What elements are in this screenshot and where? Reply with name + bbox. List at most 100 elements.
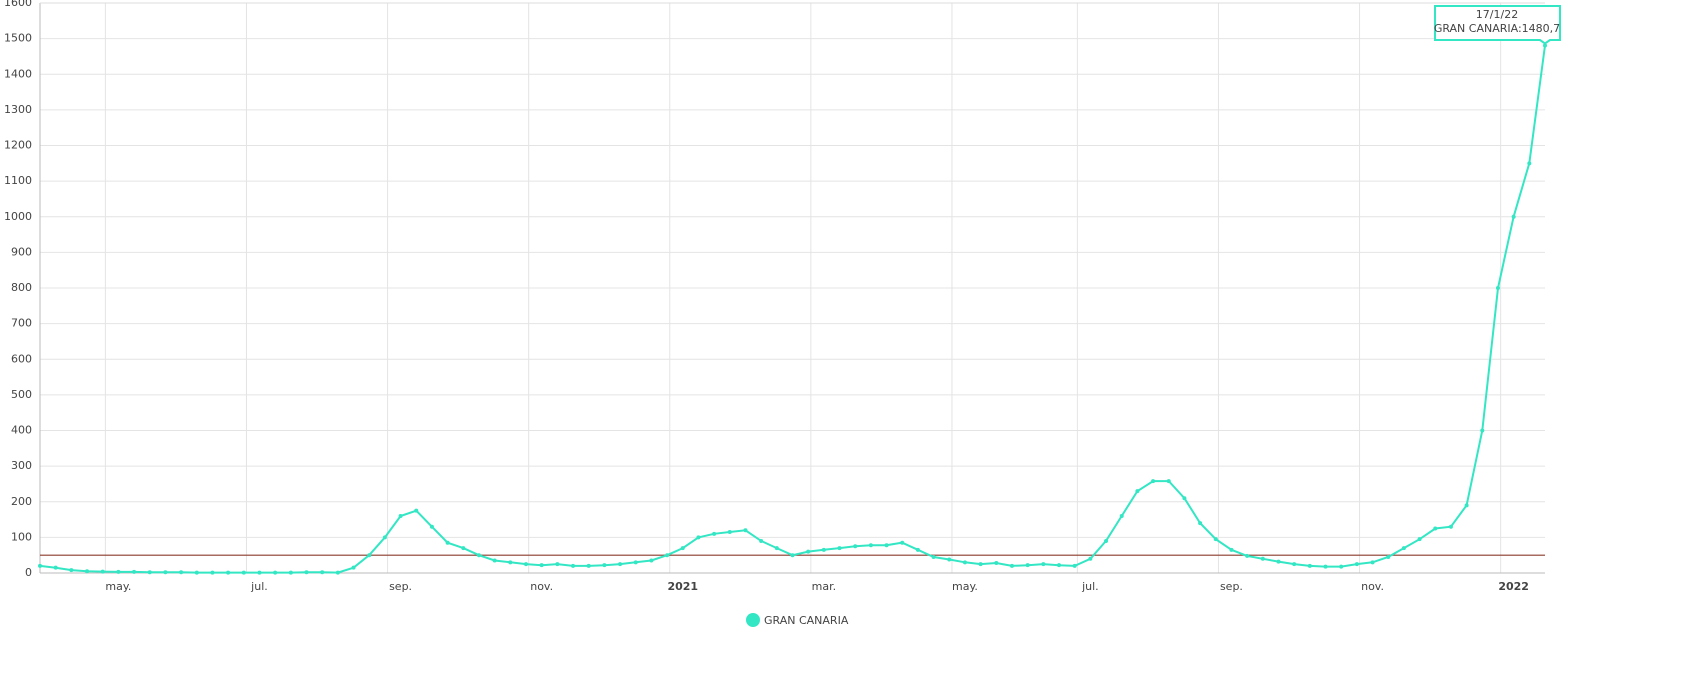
data-point [680, 546, 685, 551]
data-point [853, 544, 858, 549]
data-point [1464, 503, 1469, 508]
data-point [1260, 556, 1265, 561]
data-point [304, 570, 309, 575]
data-point [1401, 546, 1406, 551]
data-point [962, 560, 967, 565]
data-point [194, 570, 199, 575]
data-point [1527, 161, 1532, 166]
x-tick-label: jul. [250, 580, 268, 593]
data-point [1480, 428, 1485, 433]
data-point [837, 546, 842, 551]
tooltip-title: 17/1/22 [1476, 8, 1518, 21]
data-point [1166, 479, 1171, 484]
data-point [1229, 547, 1234, 552]
data-point [1417, 537, 1422, 542]
data-point [1151, 479, 1156, 484]
data-point [649, 558, 654, 563]
data-point [257, 570, 262, 575]
data-point [806, 549, 811, 554]
data-point [1088, 556, 1093, 561]
data-point [1292, 562, 1297, 567]
data-point [931, 554, 936, 559]
data-point [1198, 521, 1203, 526]
data-point [429, 524, 434, 529]
y-tick-label: 1100 [4, 174, 32, 187]
data-point [398, 514, 403, 518]
data-point [210, 570, 215, 575]
data-point [602, 563, 607, 568]
x-tick-label: mar. [812, 580, 836, 593]
data-point [132, 569, 137, 574]
data-point [1135, 489, 1140, 494]
y-tick-label: 1200 [4, 139, 32, 152]
data-point [163, 570, 168, 575]
data-point [1433, 526, 1438, 531]
data-point [994, 561, 999, 566]
data-point [351, 565, 356, 570]
data-point [1307, 563, 1312, 568]
data-point [1370, 560, 1375, 565]
data-point [1339, 564, 1344, 569]
y-tick-label: 600 [11, 352, 32, 365]
legend-marker [746, 613, 760, 627]
y-tick-label: 1300 [4, 103, 32, 116]
data-point [69, 568, 74, 573]
data-point [712, 531, 717, 536]
y-tick-label: 700 [11, 317, 32, 330]
data-point [523, 562, 528, 567]
data-point [1323, 564, 1328, 569]
data-point [320, 570, 325, 575]
data-point [978, 562, 983, 567]
y-tick-label: 300 [11, 459, 32, 472]
data-point [367, 553, 372, 558]
data-point [273, 570, 278, 575]
data-point [1119, 514, 1124, 518]
y-tick-label: 0 [25, 566, 32, 579]
data-point [288, 570, 293, 575]
data-point [665, 553, 670, 558]
x-tick-label: nov. [1361, 580, 1384, 593]
data-point [1354, 562, 1359, 567]
data-point [1511, 214, 1516, 219]
data-point [100, 569, 105, 574]
data-point [821, 547, 826, 552]
x-tick-label: may. [952, 580, 978, 593]
data-point [633, 560, 638, 565]
x-tick-label: sep. [1220, 580, 1243, 593]
data-point [116, 569, 121, 574]
legend-label: GRAN CANARIA [764, 614, 849, 627]
data-point [947, 557, 952, 562]
y-tick-label: 900 [11, 245, 32, 258]
y-tick-label: 200 [11, 495, 32, 508]
data-point [884, 543, 889, 548]
data-point [618, 562, 623, 567]
x-tick-label: may. [105, 580, 131, 593]
x-tick-label: sep. [389, 580, 412, 593]
data-point [727, 530, 732, 535]
data-point [226, 570, 231, 575]
series-line [39, 45, 1546, 574]
data-point [743, 528, 748, 533]
data-point [868, 543, 873, 548]
data-point [555, 562, 560, 567]
y-tick-label: 1600 [4, 0, 32, 9]
y-tick-label: 800 [11, 281, 32, 294]
data-point [759, 538, 764, 543]
data-point [586, 563, 591, 568]
x-tick-label: 2022 [1498, 580, 1529, 593]
data-point [571, 563, 576, 568]
data-point [461, 546, 466, 551]
data-point [1386, 554, 1391, 559]
tooltip-box [1434, 5, 1561, 45]
data-point [445, 540, 450, 545]
data-point [1495, 286, 1500, 290]
data-point [1543, 43, 1547, 48]
data-point [382, 535, 387, 540]
x-tick-label: 2021 [667, 580, 698, 593]
data-point [539, 563, 544, 568]
data-point [696, 535, 701, 540]
data-point [1009, 563, 1014, 568]
data-point [1276, 559, 1281, 564]
data-point [476, 553, 481, 558]
data-point [1057, 563, 1062, 568]
